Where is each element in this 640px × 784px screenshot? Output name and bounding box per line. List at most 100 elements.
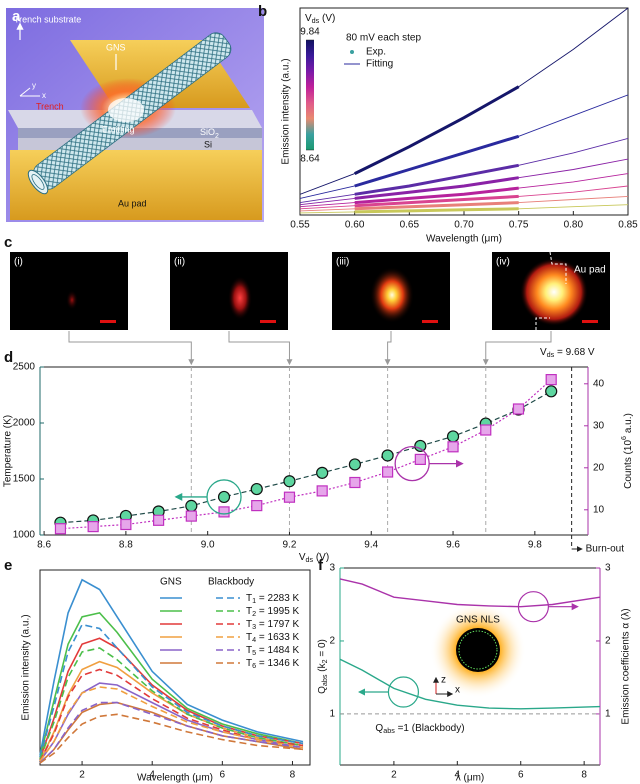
legend-label: T2 = 1995 K xyxy=(246,606,300,618)
panel-label: e xyxy=(4,557,12,574)
exp-line xyxy=(354,186,519,205)
curve xyxy=(39,686,304,762)
curve xyxy=(39,713,304,764)
x-tick-label: 0.60 xyxy=(345,220,365,231)
inset-disk xyxy=(456,628,500,672)
y2-axis-label-part: a.u.) xyxy=(623,413,634,436)
annotation: Trench substrate xyxy=(14,14,81,24)
panel-label: c xyxy=(4,234,12,251)
legend-label: T6 = 1346 K xyxy=(246,658,300,670)
colorbar-title: Vds (V) xyxy=(305,13,335,25)
legend-label: Fitting xyxy=(366,59,393,70)
image xyxy=(10,252,128,330)
reference-label-part: abs xyxy=(383,726,395,735)
point xyxy=(414,453,426,465)
legend-label-part: = 2283 K xyxy=(256,593,299,604)
point xyxy=(446,430,460,443)
legend-label-part: 6 xyxy=(252,661,256,670)
annotation: GNS xyxy=(106,42,126,52)
y-axis-label: Temperature (K) xyxy=(3,415,14,487)
x-tick-label: 4 xyxy=(149,770,155,781)
x-tick-label: 0.80 xyxy=(564,220,584,231)
chart: b 0.55 0.60 0.65 0.70 0.75 0.80 0.85 Wavelength … xyxy=(258,3,638,245)
colorbar-title-part: (V) xyxy=(319,13,335,24)
exp-line xyxy=(354,163,519,196)
legend-label-part: 3 xyxy=(252,622,256,631)
y-tick-label: 3 xyxy=(329,563,335,574)
point xyxy=(382,466,394,478)
legend-label-part: 4 xyxy=(252,635,256,644)
point xyxy=(185,510,197,522)
legend-label: T3 = 1797 K xyxy=(246,619,300,631)
panel-label: a xyxy=(12,8,21,25)
y-tick-label: 1500 xyxy=(13,474,36,485)
fit-line xyxy=(300,158,628,206)
x-tick-label: 9.2 xyxy=(283,540,297,551)
reference-label: Qabs =1 (Blackbody) xyxy=(375,723,464,735)
si-layer xyxy=(18,138,262,150)
point xyxy=(381,449,394,462)
point xyxy=(447,441,459,453)
annotation: Au pad xyxy=(118,198,147,208)
point xyxy=(545,385,558,398)
point xyxy=(316,485,328,497)
y-axis-label-part: Q xyxy=(317,686,328,694)
inset-axis-label: x xyxy=(455,685,460,696)
panel-label: b xyxy=(258,3,267,20)
point xyxy=(348,458,361,471)
axis-label: x xyxy=(42,91,46,100)
x-axis-label: Vds (V) xyxy=(299,552,329,564)
legend-label-part: 1 xyxy=(252,596,256,605)
inset-axis-label: z xyxy=(441,675,446,686)
scale-bar xyxy=(582,320,598,323)
chart: d 8.6 8.8 9.0 9.2 9.4 9.6 9.8 1000 1500 2000 2500 10… xyxy=(3,331,634,564)
x-axis-label-part: ds xyxy=(305,555,313,564)
legend-marker xyxy=(350,50,354,54)
exp-line xyxy=(354,194,519,208)
annotation-part: V xyxy=(540,347,547,358)
annotation: SiO2 xyxy=(200,127,219,139)
x-tick-label: 0.85 xyxy=(618,220,638,231)
y2-tick-label: 20 xyxy=(593,462,605,473)
curve xyxy=(39,623,304,758)
point xyxy=(250,482,263,496)
x-tick-label: 9.0 xyxy=(201,540,215,551)
y-axis-label: Qabs (k2 = 0) xyxy=(317,639,329,694)
x-tick-label: 6 xyxy=(518,770,524,781)
scale-bar xyxy=(260,320,276,323)
legend-label-part: 5 xyxy=(252,648,256,657)
x-tick-label: 0.65 xyxy=(400,220,420,231)
y2-tick-label: 3 xyxy=(605,563,611,574)
inset-title: GNS NLS xyxy=(456,615,500,626)
x-axis-label: Wavelength (μm) xyxy=(137,773,213,784)
fit-line xyxy=(300,94,628,199)
colorbar-tick-label: 9.84 xyxy=(300,27,320,38)
point xyxy=(414,439,427,453)
curve xyxy=(39,668,304,762)
exp-line xyxy=(354,201,519,211)
y-axis-label: Emission intensity (a.u.) xyxy=(21,614,32,720)
y-axis-label-part: = 0) xyxy=(317,639,328,659)
annotation: Au pad xyxy=(574,265,606,276)
scale-bar xyxy=(100,320,116,323)
exp-line xyxy=(354,85,520,175)
fit-line xyxy=(60,379,552,530)
y-axis-label-part: 2 xyxy=(320,659,329,663)
y-axis-label-part: abs xyxy=(320,674,329,686)
point xyxy=(545,374,557,386)
legend-header: Blackbody xyxy=(208,577,254,588)
point xyxy=(283,491,296,503)
exp-line xyxy=(354,207,519,214)
legend-label: T4 = 1633 K xyxy=(246,632,300,644)
curve xyxy=(39,612,304,758)
reference-label-part: =1 (Blackbody) xyxy=(395,723,465,734)
point xyxy=(185,499,198,512)
plot-frame xyxy=(39,569,311,766)
image-label: (iii) xyxy=(336,257,349,268)
x-tick-label: 6 xyxy=(220,770,226,781)
annotation: Burn-out xyxy=(586,544,625,555)
exp-line xyxy=(354,134,520,188)
x-axis-label: λ (μm) xyxy=(456,773,485,784)
curve xyxy=(339,578,601,608)
